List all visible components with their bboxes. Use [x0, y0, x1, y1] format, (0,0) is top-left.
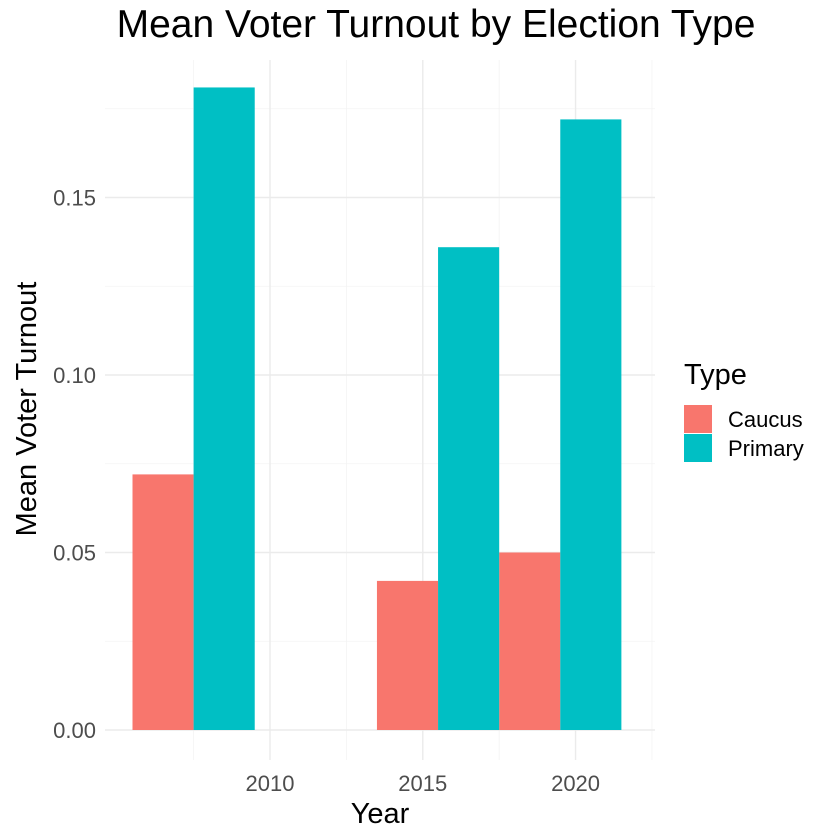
legend-title: Type — [684, 359, 747, 391]
x-tick-label: 2020 — [551, 771, 600, 796]
y-tick-label: 0.15 — [53, 186, 96, 211]
y-axis-title: Mean Voter Turnout — [11, 282, 43, 537]
y-tick-label: 0.10 — [53, 363, 96, 388]
x-tick-label: 2010 — [246, 771, 295, 796]
legend-swatch-primary — [684, 434, 712, 462]
y-axis-ticks: 0.00 0.05 0.10 0.15 — [53, 186, 96, 744]
bar-primary — [560, 119, 622, 730]
bar-caucus — [499, 552, 561, 730]
y-tick-label: 0.00 — [53, 718, 96, 743]
bar-primary — [193, 87, 255, 730]
bar-caucus — [132, 474, 194, 730]
chart-title: Mean Voter Turnout by Election Type — [117, 3, 756, 46]
legend-swatch-caucus — [684, 405, 712, 433]
bar-primary — [438, 247, 500, 730]
legend-label-caucus: Caucus — [728, 407, 803, 432]
x-tick-label: 2015 — [398, 771, 447, 796]
legend: Type Caucus Primary — [684, 359, 804, 462]
bars — [132, 87, 622, 730]
x-axis-ticks: 2010 2015 2020 — [246, 771, 601, 796]
x-axis-title: Year — [351, 798, 410, 830]
y-tick-label: 0.05 — [53, 541, 96, 566]
legend-label-primary: Primary — [728, 436, 804, 461]
bar-caucus — [376, 580, 439, 730]
